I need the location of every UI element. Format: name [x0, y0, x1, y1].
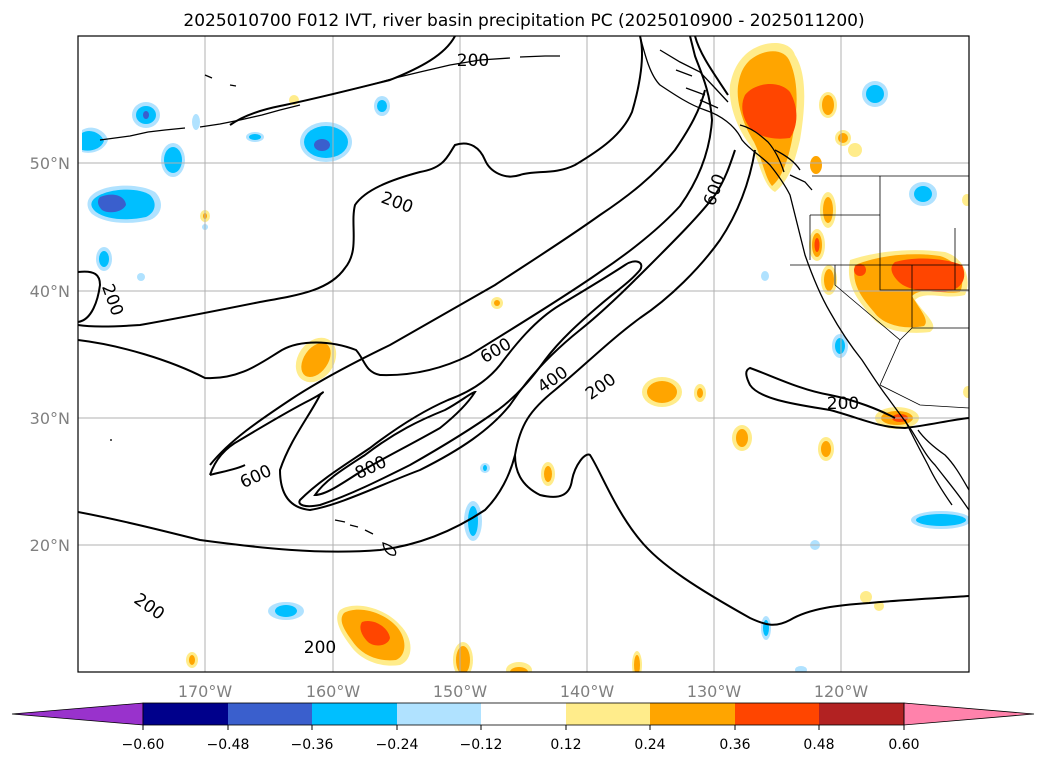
- lon-label: 150°W: [433, 682, 488, 701]
- lat-label: 20°N: [30, 536, 70, 555]
- lon-label: 160°W: [306, 682, 361, 701]
- map-frame: [77, 35, 970, 673]
- colorbar-tick-label: −0.48: [207, 737, 250, 753]
- colorbar-tick-labels: −0.60 −0.48 −0.36 −0.24 −0.12 0.12 0.24 …: [122, 737, 920, 753]
- colorbar-tick-label: −0.24: [376, 737, 419, 753]
- colorbar-tick-label: −0.12: [460, 737, 503, 753]
- colorbar-segment: [228, 703, 312, 725]
- contour-label: 200: [457, 51, 489, 71]
- lat-label: 50°N: [30, 154, 70, 173]
- state-borders: [790, 175, 969, 409]
- ivt-contours: [78, 36, 969, 626]
- lon-label: 170°W: [178, 682, 233, 701]
- lon-label: 140°W: [560, 682, 615, 701]
- colorbar-segment: [143, 703, 228, 725]
- colorbar-extend-max: [903, 702, 1035, 726]
- contour-label: 200: [304, 638, 336, 658]
- colorbar-extend-min: [11, 702, 144, 726]
- colorbar: −0.60 −0.48 −0.36 −0.24 −0.12 0.12 0.24 …: [11, 702, 1035, 753]
- colorbar-segment: [312, 703, 397, 725]
- lat-label: 30°N: [30, 409, 70, 428]
- lon-label: 130°W: [687, 682, 742, 701]
- colorbar-tick-label: −0.36: [291, 737, 334, 753]
- lon-labels: 170°W 160°W 150°W 140°W 130°W 120°W: [178, 682, 869, 701]
- colorbar-tick-label: 0.24: [634, 737, 665, 753]
- colorbar-tick-label: −0.60: [122, 737, 165, 753]
- figure-title: 2025010700 F012 IVT, river basin precipi…: [183, 11, 864, 31]
- graticule: [78, 36, 969, 672]
- lat-labels: 20°N 30°N 40°N 50°N: [30, 154, 70, 555]
- colorbar-tick-label: 0.60: [888, 737, 919, 753]
- colorbar-segment: [650, 703, 735, 725]
- colorbar-ticks: [142, 725, 905, 730]
- colorbar-segment: [819, 703, 904, 725]
- colorbar-segment: [566, 703, 650, 725]
- colorbar-tick-label: 0.36: [719, 737, 750, 753]
- lat-label: 40°N: [30, 282, 70, 301]
- colorbar-tick-label: 0.48: [803, 737, 834, 753]
- colorbar-segment: [481, 703, 566, 725]
- colorbar-tick-label: 0.12: [550, 737, 581, 753]
- lon-label: 120°W: [814, 682, 869, 701]
- colorbar-segment: [397, 703, 481, 725]
- contour-label: 200: [827, 394, 859, 414]
- colorbar-segment: [735, 703, 819, 725]
- map-area: 200 200 200 200 200 200 200 600 600 600 …: [78, 36, 969, 672]
